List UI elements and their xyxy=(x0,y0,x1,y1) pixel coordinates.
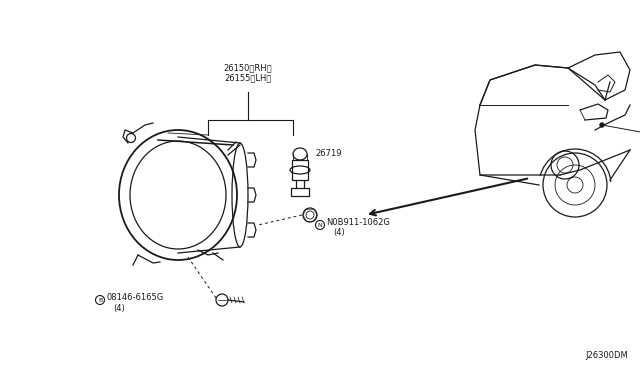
Text: N: N xyxy=(317,222,323,228)
Text: (4): (4) xyxy=(333,228,345,237)
Text: B: B xyxy=(98,298,102,302)
Text: 26150〈RH〉: 26150〈RH〉 xyxy=(224,63,272,72)
Bar xyxy=(292,160,308,180)
Text: J26300DM: J26300DM xyxy=(585,351,628,360)
Circle shape xyxy=(600,123,604,127)
Text: 26155〈LH〉: 26155〈LH〉 xyxy=(224,73,272,82)
Text: 26719: 26719 xyxy=(315,149,342,158)
Text: N0B911-1062G: N0B911-1062G xyxy=(326,218,390,227)
Text: 08146-6165G: 08146-6165G xyxy=(106,294,163,302)
Text: (4): (4) xyxy=(113,304,125,312)
Bar xyxy=(291,188,309,196)
